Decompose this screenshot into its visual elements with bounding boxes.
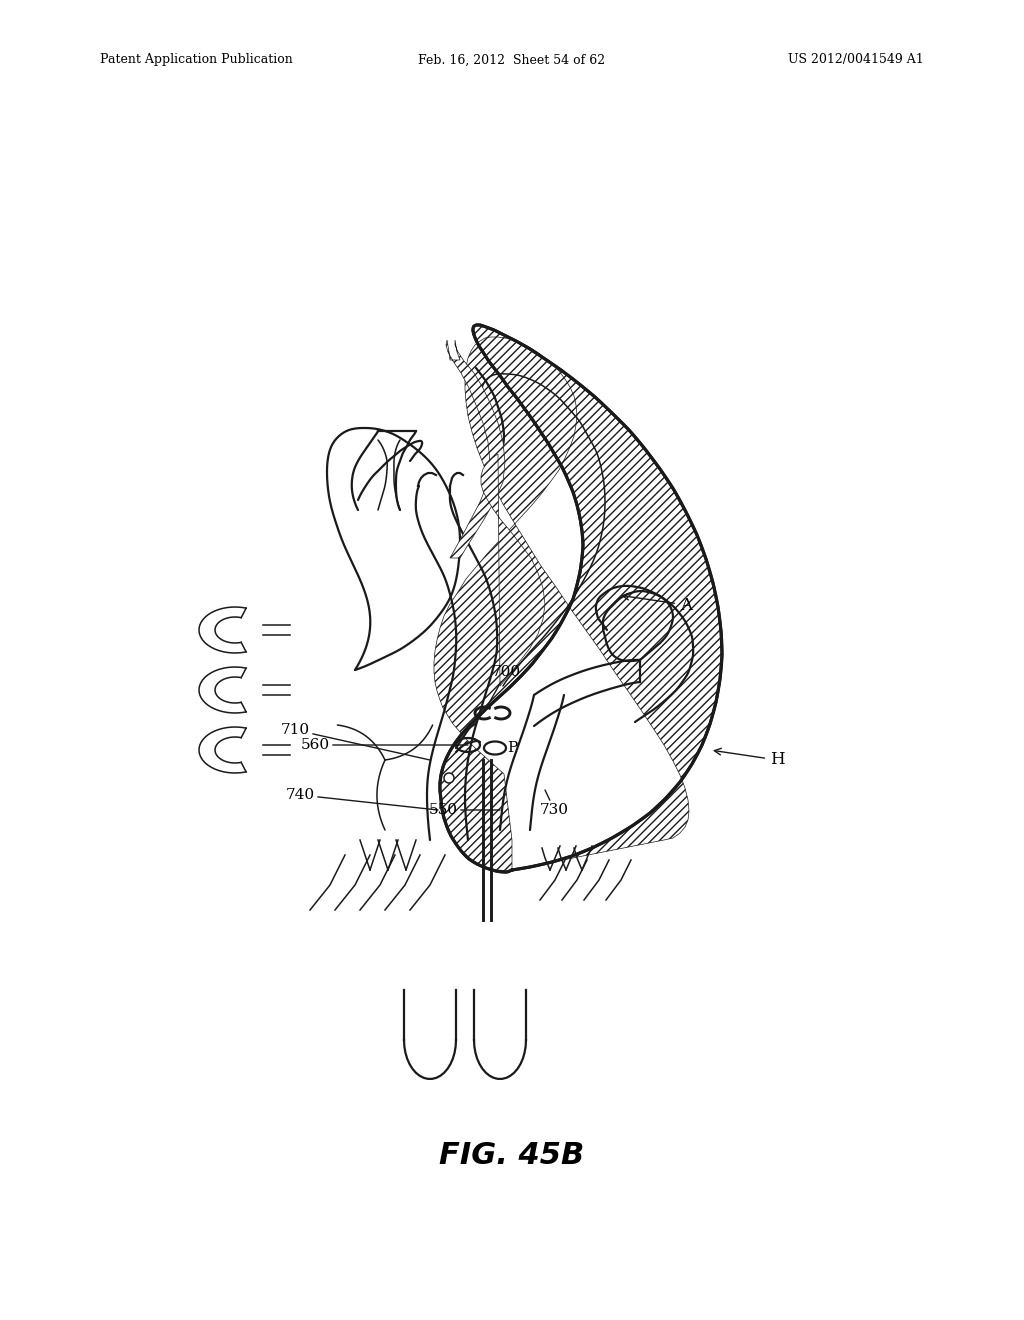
Polygon shape — [481, 454, 545, 686]
Circle shape — [444, 774, 454, 783]
Text: Feb. 16, 2012  Sheet 54 of 62: Feb. 16, 2012 Sheet 54 of 62 — [419, 54, 605, 66]
Polygon shape — [446, 341, 505, 558]
Polygon shape — [434, 325, 722, 873]
Text: 710: 710 — [281, 723, 430, 760]
Text: FIG. 45B: FIG. 45B — [439, 1140, 585, 1170]
Text: 560: 560 — [301, 738, 468, 752]
Text: 740: 740 — [286, 788, 438, 810]
Text: Patent Application Publication: Patent Application Publication — [100, 54, 293, 66]
Text: A: A — [623, 593, 692, 614]
Text: H: H — [715, 748, 784, 768]
Text: P: P — [507, 741, 517, 755]
Text: 700: 700 — [484, 665, 521, 711]
Text: 730: 730 — [540, 789, 569, 817]
Text: US 2012/0041549 A1: US 2012/0041549 A1 — [788, 54, 924, 66]
Text: 550: 550 — [429, 803, 500, 817]
